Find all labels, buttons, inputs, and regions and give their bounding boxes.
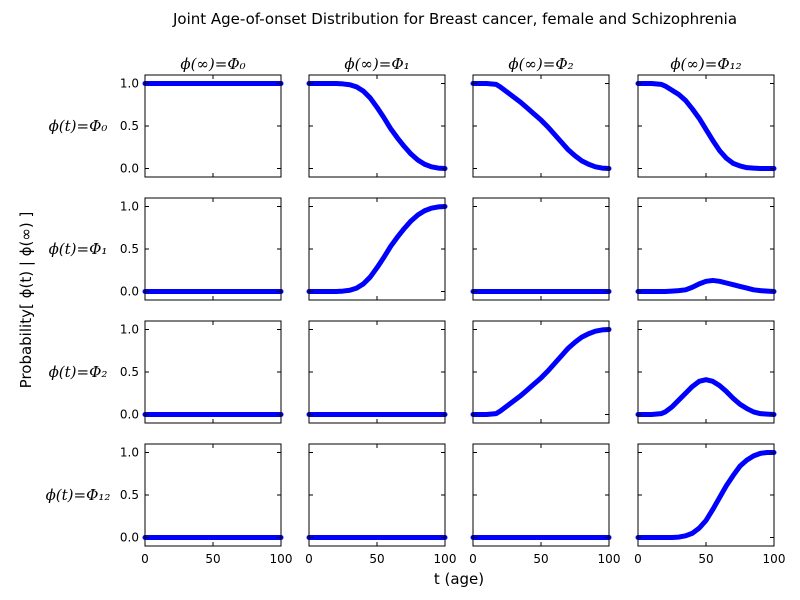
subplot-frame: [637, 197, 775, 301]
column-label: ϕ(∞)=Φ₀: [180, 55, 245, 73]
x-tick-label: 0: [469, 552, 477, 566]
row-label: ϕ(t)=Φ₀: [49, 117, 108, 135]
column-label: ϕ(∞)=Φ₂: [508, 55, 573, 73]
subplot: 0 50 100: [634, 443, 786, 566]
y-tick-label: 0.0: [120, 162, 139, 176]
y-tick-label: 0.5: [120, 365, 139, 379]
y-tick-label: 1.0: [120, 323, 139, 337]
subplot-frame: [472, 197, 610, 301]
x-tick-label: 100: [434, 552, 457, 566]
y-tick-label: 1.0: [120, 446, 139, 460]
subplot: 0.0 0.5 1.0: [120, 74, 284, 178]
subplot: 0 50 100: [469, 443, 621, 566]
subplot-frame: [308, 320, 446, 424]
subplot: 0.0 0.5 1.0: [120, 320, 284, 424]
series-line: [306, 81, 448, 171]
subplot-frame: [144, 443, 282, 547]
x-tick-label: 0: [141, 552, 149, 566]
column-label: ϕ(∞)=Φ₁₂: [670, 55, 741, 73]
subplot: [635, 320, 777, 424]
x-tick-label: 100: [598, 552, 621, 566]
subplot: [306, 197, 448, 301]
subplot-frame: [637, 320, 775, 424]
subplot: [306, 74, 448, 178]
x-tick-label: 50: [533, 552, 548, 566]
y-tick-label: 1.0: [120, 200, 139, 214]
x-axis-label: t (age): [434, 570, 484, 588]
subplot-frame: [637, 443, 775, 547]
series-line: [470, 327, 612, 417]
subplot: [635, 74, 777, 178]
y-axis-label: Probability[ ϕ(t) | ϕ(∞) ]: [17, 212, 35, 389]
series-line: [635, 277, 777, 294]
y-tick-label: 0.0: [120, 285, 139, 299]
chart-title: Joint Age-of-onset Distribution for Brea…: [172, 10, 737, 28]
x-tick-label: 50: [698, 552, 713, 566]
panel-grid: 0.0 0.5 1.0 0.0 0.5 1.0 0.0 0.5 1.0 0 50 100 0.0 0.5 1…: [120, 74, 786, 566]
subplot: [635, 197, 777, 301]
subplot: [470, 74, 612, 178]
row-labels: ϕ(t)=Φ₀ ϕ(t)=Φ₁ ϕ(t)=Φ₂ ϕ(t)=Φ₁₂: [46, 117, 111, 504]
subplot-frame: [144, 74, 282, 178]
subplot: [306, 320, 448, 424]
row-label: ϕ(t)=Φ₁: [49, 240, 108, 258]
series-line: [635, 377, 777, 417]
y-tick-label: 0.5: [120, 242, 139, 256]
row-label: ϕ(t)=Φ₂: [49, 363, 108, 381]
column-label: ϕ(∞)=Φ₁: [344, 55, 409, 73]
y-tick-label: 0.5: [120, 119, 139, 133]
subplot: 0.0 0.5 1.0: [120, 197, 284, 301]
series-line: [635, 450, 777, 540]
subplot: 0 50 100 0.0 0.5 1.0: [120, 443, 293, 566]
row-label: ϕ(t)=Φ₁₂: [46, 486, 111, 504]
y-tick-label: 0.5: [120, 488, 139, 502]
x-tick-label: 100: [270, 552, 293, 566]
series-line: [635, 81, 777, 171]
subplot: 0 50 100: [305, 443, 457, 566]
y-tick-label: 0.0: [120, 531, 139, 545]
subplot-frame: [144, 197, 282, 301]
subplot-frame: [308, 443, 446, 547]
x-tick-label: 0: [634, 552, 642, 566]
column-labels: ϕ(∞)=Φ₀ ϕ(∞)=Φ₁ ϕ(∞)=Φ₂ ϕ(∞)=Φ₁₂: [180, 55, 741, 73]
subplot-frame: [144, 320, 282, 424]
x-tick-label: 0: [305, 552, 313, 566]
x-tick-label: 100: [763, 552, 786, 566]
series-line: [306, 204, 448, 294]
x-tick-label: 50: [205, 552, 220, 566]
x-tick-label: 50: [369, 552, 384, 566]
subplot: [470, 320, 612, 424]
series-line: [470, 81, 612, 171]
y-tick-label: 0.0: [120, 408, 139, 422]
subplot-frame: [472, 443, 610, 547]
subplot: [470, 197, 612, 301]
y-tick-label: 1.0: [120, 77, 139, 91]
